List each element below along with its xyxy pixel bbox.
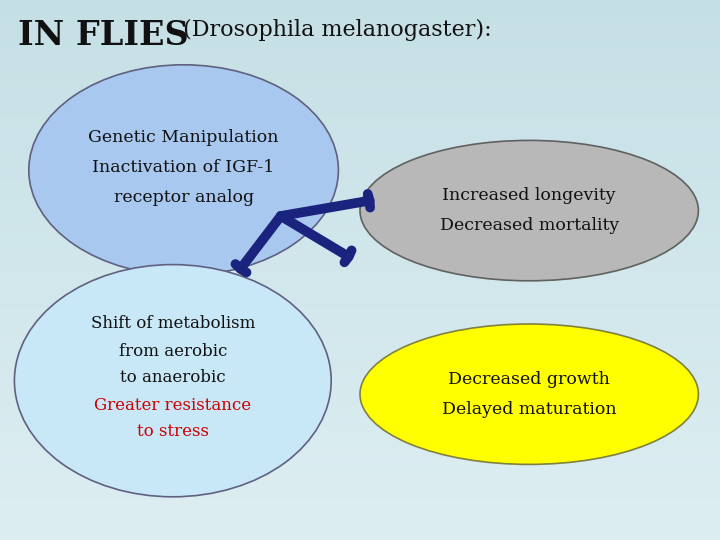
Text: to anaerobic: to anaerobic xyxy=(120,369,225,387)
Ellipse shape xyxy=(14,265,331,497)
Text: IN FLIES: IN FLIES xyxy=(18,19,189,52)
Text: Greater resistance: Greater resistance xyxy=(94,396,251,414)
Text: Inactivation of IGF-1: Inactivation of IGF-1 xyxy=(92,159,275,176)
Text: from aerobic: from aerobic xyxy=(119,342,227,360)
Ellipse shape xyxy=(360,324,698,464)
Text: (Drosophila melanogaster):: (Drosophila melanogaster): xyxy=(176,19,492,41)
Ellipse shape xyxy=(29,65,338,275)
Text: Decreased growth: Decreased growth xyxy=(449,371,610,388)
Text: Genetic Manipulation: Genetic Manipulation xyxy=(89,129,279,146)
Text: Shift of metabolism: Shift of metabolism xyxy=(91,315,255,333)
Text: Delayed maturation: Delayed maturation xyxy=(442,401,616,417)
Text: Decreased mortality: Decreased mortality xyxy=(440,217,618,234)
Text: Increased longevity: Increased longevity xyxy=(442,187,616,204)
Ellipse shape xyxy=(360,140,698,281)
Text: receptor analog: receptor analog xyxy=(114,188,253,206)
Text: to stress: to stress xyxy=(137,423,209,441)
